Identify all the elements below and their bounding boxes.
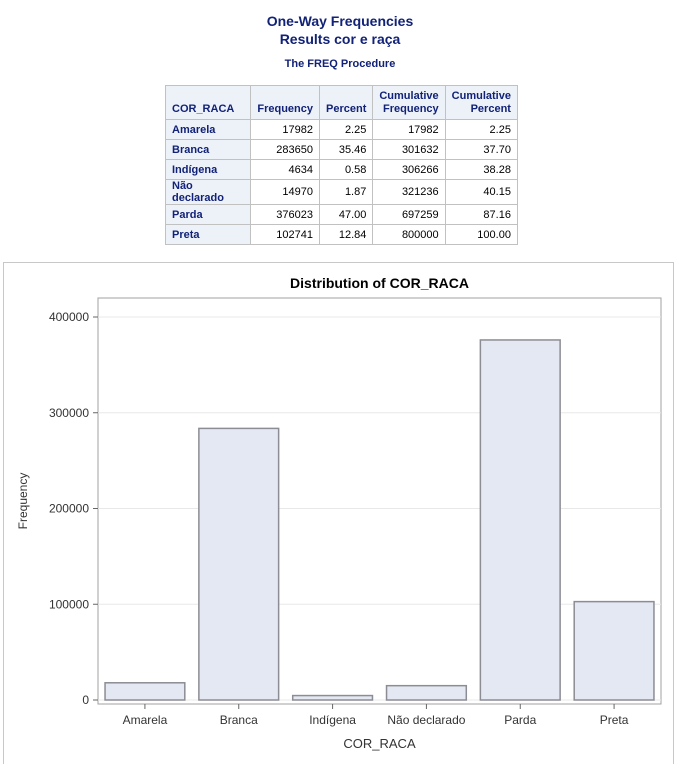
cum-frequency-cell: 17982 (372, 119, 446, 140)
table-row: Preta 102741 12.84 800000 100.00 (165, 224, 518, 245)
row-label: Parda (165, 204, 251, 225)
x-tick-label: Preta (600, 713, 629, 727)
frequency-cell: 14970 (250, 179, 320, 205)
cum-frequency-cell: 697259 (372, 204, 446, 225)
cum-percent-cell: 100.00 (444, 224, 518, 245)
column-header: Cumulative Percent (444, 85, 518, 120)
bar-5 (573, 600, 655, 701)
y-tick-label: 100000 (49, 597, 89, 611)
column-header: Frequency (250, 85, 320, 120)
table-row: Não declarado 14970 1.87 321236 40.15 (165, 179, 518, 205)
x-axis-label: COR_RACA (343, 736, 416, 751)
cum-percent-cell: 87.16 (444, 204, 518, 225)
table-row: Parda 376023 47.00 697259 87.16 (165, 204, 518, 225)
x-tick-label: Não declarado (387, 713, 465, 727)
plot-area (97, 297, 662, 705)
cum-frequency-cell: 321236 (372, 179, 446, 205)
y-tick-label: 0 (82, 693, 89, 707)
x-tick-label: Branca (220, 713, 258, 727)
y-tick-label: 200000 (49, 502, 89, 516)
percent-cell: 0.58 (318, 159, 374, 180)
column-header: Cumulative Frequency (372, 85, 446, 120)
procedure-title: The FREQ Procedure (284, 58, 396, 70)
row-label: Branca (165, 139, 251, 160)
percent-cell: 1.87 (318, 179, 374, 205)
row-label: Amarela (165, 119, 251, 140)
percent-cell: 12.84 (318, 224, 374, 245)
bar-4 (479, 339, 561, 701)
x-tick-label: Parda (504, 713, 536, 727)
y-tick-label: 400000 (49, 310, 89, 324)
bar-2 (291, 694, 374, 701)
table-row: Branca 283650 35.46 301632 37.70 (165, 139, 518, 160)
page-subtitle: Results cor e raça (279, 31, 401, 47)
frequency-cell: 376023 (250, 204, 320, 225)
bar-3 (385, 684, 468, 701)
cum-frequency-cell: 306266 (372, 159, 446, 180)
frequency-table: COR_RACA Frequency Percent Cumulative Fr… (165, 85, 518, 245)
table-header-row: COR_RACA Frequency Percent Cumulative Fr… (165, 85, 518, 120)
table-row: Amarela 17982 2.25 17982 2.25 (165, 119, 518, 140)
frequency-cell: 283650 (250, 139, 320, 160)
percent-cell: 2.25 (318, 119, 374, 140)
frequency-cell: 4634 (250, 159, 320, 180)
bar-0 (104, 682, 186, 701)
cum-percent-cell: 38.28 (444, 159, 518, 180)
cum-percent-cell: 40.15 (444, 179, 518, 205)
column-header: Percent (318, 85, 374, 120)
y-tick-label: 300000 (49, 406, 89, 420)
table-row: Indígena 4634 0.58 306266 38.28 (165, 159, 518, 180)
x-tick-label: Amarela (123, 713, 168, 727)
bar-1 (198, 427, 280, 701)
row-label: Não declarado (165, 179, 251, 205)
row-label: Preta (165, 224, 251, 245)
frequency-bar-chart: 0 100000 200000 300000 400000 Amarela Branca In… (16, 275, 662, 751)
cum-percent-cell: 37.70 (444, 139, 518, 160)
percent-cell: 35.46 (318, 139, 374, 160)
cum-frequency-cell: 301632 (372, 139, 446, 160)
frequency-cell: 102741 (250, 224, 320, 245)
percent-cell: 47.00 (318, 204, 374, 225)
column-header: COR_RACA (165, 85, 251, 120)
page-title: One-Way Frequencies (266, 13, 414, 29)
frequency-cell: 17982 (250, 119, 320, 140)
column-header-text: Cumulative Frequency (379, 90, 439, 115)
row-label: Indígena (165, 159, 251, 180)
cum-frequency-cell: 800000 (372, 224, 446, 245)
cum-percent-cell: 2.25 (444, 119, 518, 140)
column-header-text: Cumulative Percent (451, 90, 511, 115)
chart-frame (3, 262, 674, 764)
x-tick-label: Indígena (309, 713, 356, 727)
y-axis-label: Frequency (16, 473, 30, 530)
chart-title: Distribution of COR_RACA (290, 275, 469, 291)
